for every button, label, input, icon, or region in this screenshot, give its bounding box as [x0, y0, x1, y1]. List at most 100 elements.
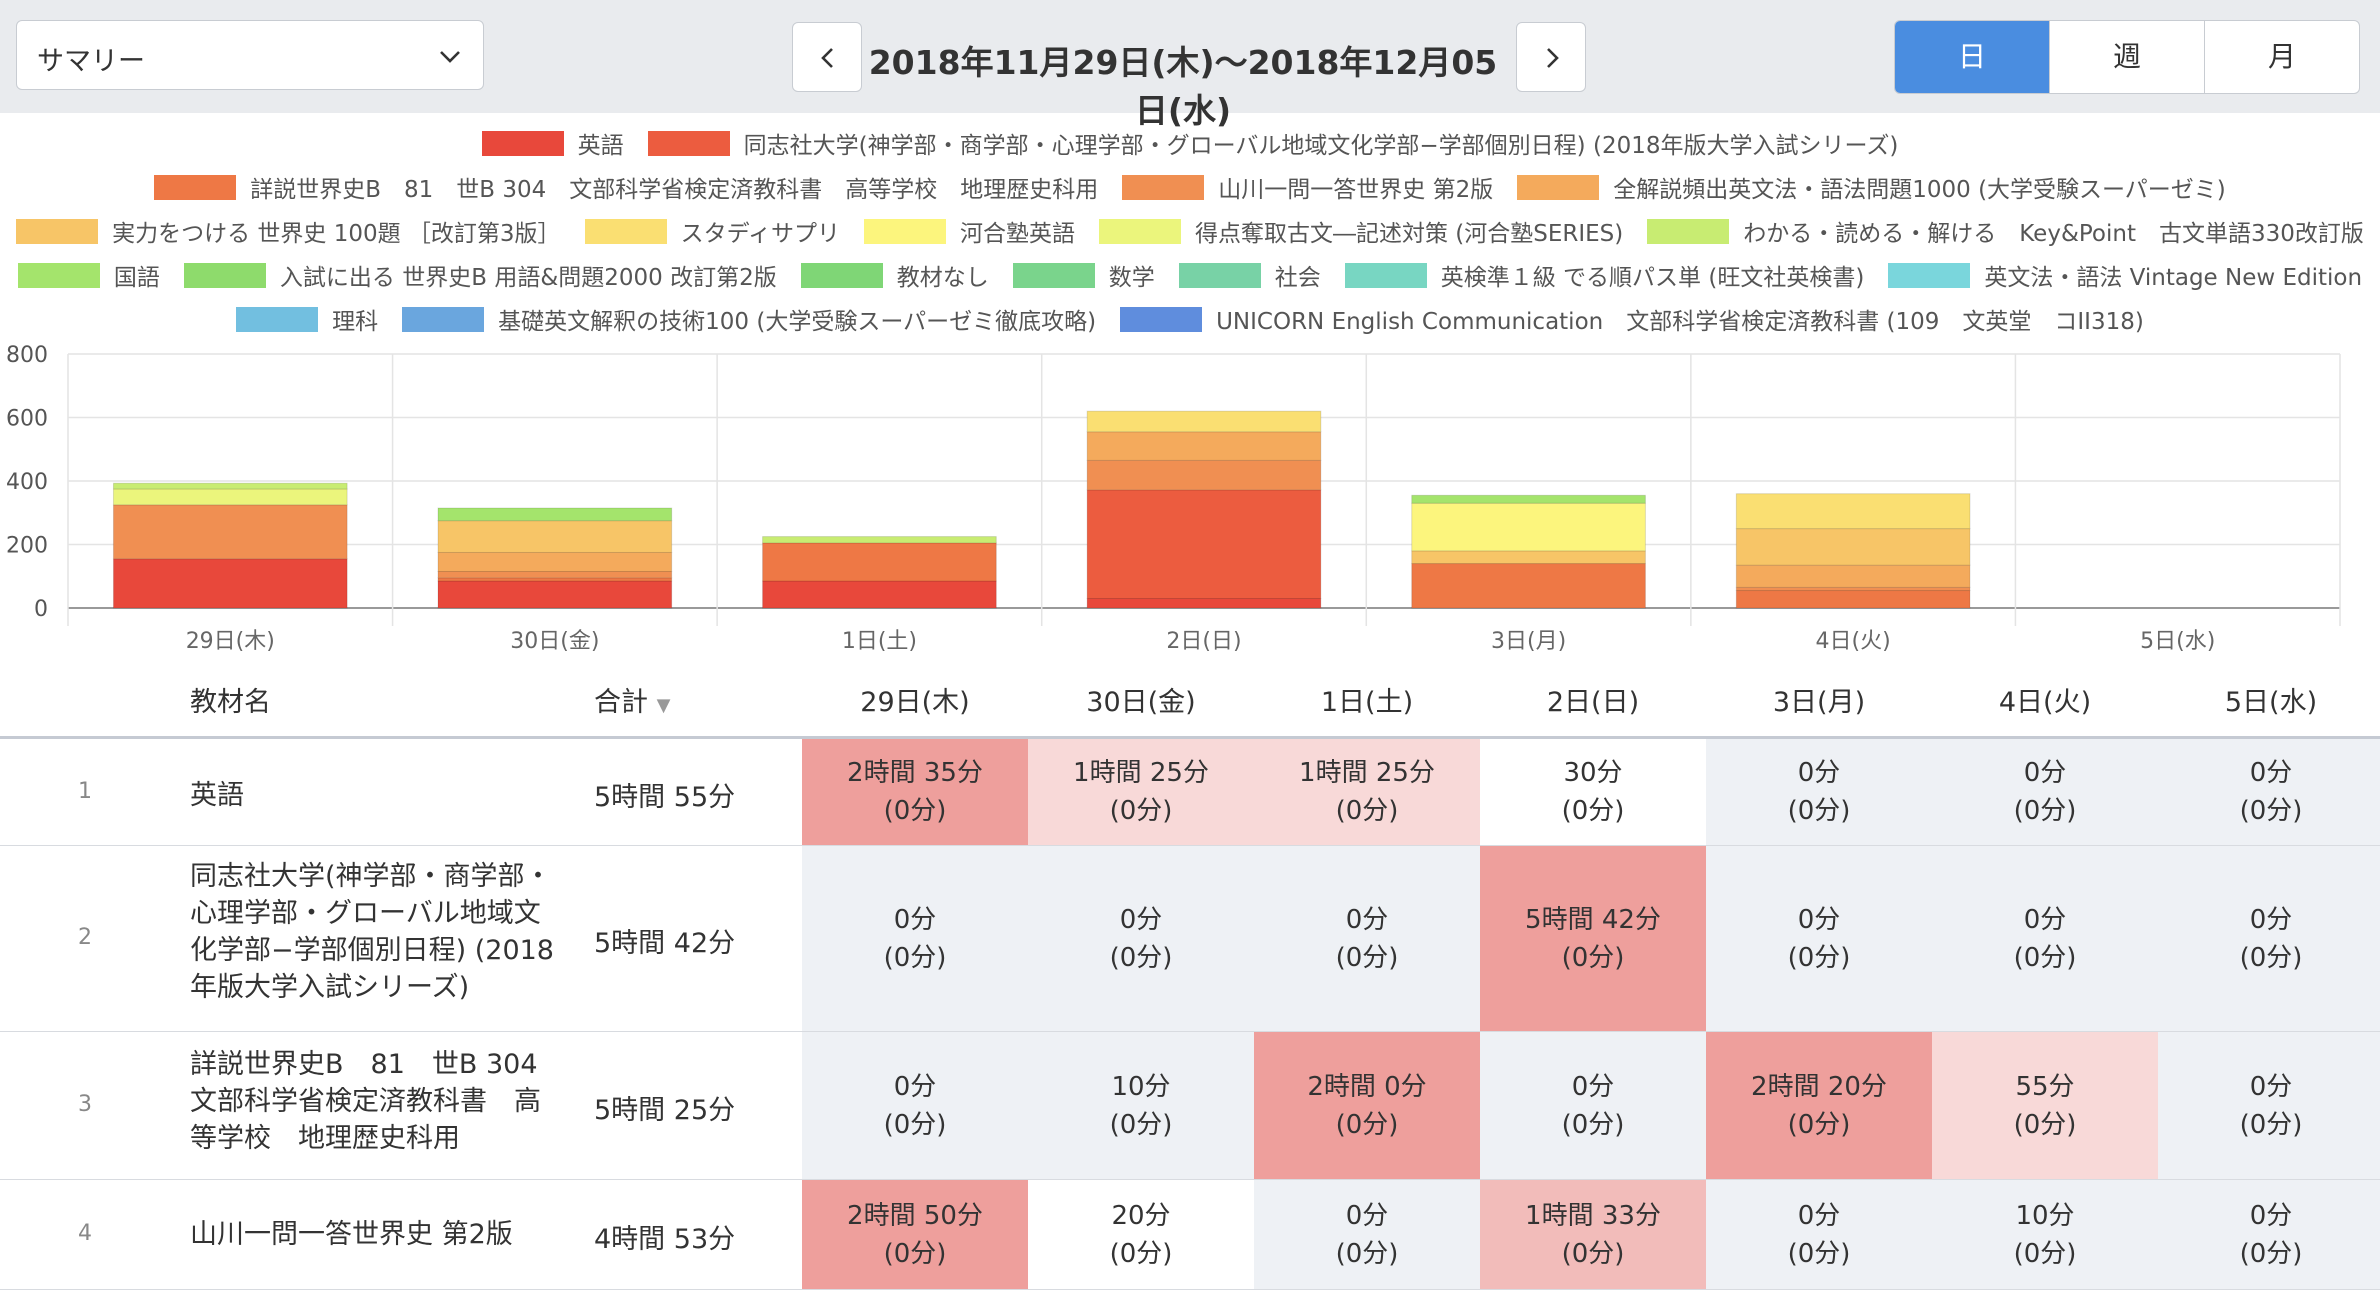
bar-segment: [762, 536, 997, 544]
bar-segment: [1411, 563, 1646, 609]
row-total: 4時間 53分: [594, 1224, 736, 1255]
legend-item[interactable]: 得点奪取古文―記述対策 (河合塾SERIES): [1098, 214, 1623, 248]
header-day[interactable]: 30日(金): [1086, 687, 1196, 718]
view-select-value: サマリー: [37, 46, 145, 77]
chevron-right-icon: [1547, 48, 1559, 68]
next-week-button[interactable]: [1516, 22, 1586, 92]
bar-segment: [1735, 528, 1971, 566]
legend-item[interactable]: 国語: [17, 258, 160, 292]
legend-item[interactable]: 山川一問一答世界史 第2版: [1122, 170, 1493, 204]
cell-sub-time: (0分): [1787, 942, 1851, 973]
bar-segment: [112, 482, 348, 490]
x-tick-label: 30日(金): [510, 629, 599, 654]
header-day[interactable]: 5日(水): [2224, 687, 2318, 718]
legend-row: 国語 入試に出る 世界史B 用語&問題2000 改訂第2版 教材なし 数学 社会 英検準１…: [0, 258, 2380, 292]
header-name[interactable]: 教材名: [190, 687, 271, 718]
legend-item[interactable]: 河合塾英語: [863, 214, 1075, 248]
cell-sub-time: (0分): [1335, 1238, 1399, 1269]
legend-swatch: [800, 262, 883, 288]
bar-segment: [1086, 431, 1322, 461]
table-row[interactable]: 4 山川一問一答世界史 第2版 4時間 53分 2時間 50分 (0分) 20分 (0分) 0…: [0, 1180, 2380, 1290]
legend-label: 詳説世界史B 81 世B 304 文部科学省検定済教科書 高等学校 地理歴史科用: [250, 177, 1099, 203]
header-total[interactable]: 合計 ▼: [594, 680, 670, 719]
period-month-button[interactable]: 月: [2204, 21, 2359, 93]
cell-time: 1時間 25分: [1299, 758, 1435, 788]
legend-item[interactable]: 入試に出る 世界史B 用語&問題2000 改訂第2版: [183, 258, 777, 292]
header-divider: [0, 736, 2380, 739]
legend-item[interactable]: 英検準１級 でる順パス単 (旺文社英検書): [1344, 258, 1864, 292]
view-select[interactable]: サマリー: [16, 20, 484, 90]
day-cell: 0分 (0分): [1706, 1180, 1932, 1289]
legend-swatch: [1178, 262, 1261, 288]
row-rank: 3: [78, 1092, 92, 1117]
row-material-name: 英語: [190, 780, 244, 811]
bar-segment: [437, 507, 673, 522]
legend-swatch: [17, 262, 100, 288]
legend-item[interactable]: 基礎英文解釈の技術100 (大学受験スーパーゼミ徹底攻略): [402, 302, 1096, 336]
legend-item[interactable]: スタディサプリ: [584, 214, 840, 248]
cell-sub-time: (0分): [1561, 1109, 1625, 1140]
table-row[interactable]: 1 英語 5時間 55分 2時間 35分 (0分) 1時間 25分 (0分) 1時間 25分 (…: [0, 739, 2380, 846]
legend-label: 同志社大学(神学部・商学部・心理学部・グローバル地域文化学部−学部個別日程) (…: [743, 133, 1899, 159]
legend-item[interactable]: 全解説頻出英文法・語法問題1000 (大学受験スーパーゼミ): [1517, 170, 2226, 204]
table-row[interactable]: 2 同志社大学(神学部・商学部・心理学部・グローバル地域文化学部−学部個別日程) …: [0, 846, 2380, 1032]
legend-item[interactable]: わかる・読める・解ける Key&Point 古文単語330改訂版: [1647, 214, 2364, 248]
period-week-button[interactable]: 週: [2049, 21, 2204, 93]
cell-sub-time: (0分): [1109, 796, 1173, 826]
cell-sub-time: (0分): [1787, 1238, 1851, 1269]
toolbar: サマリー 2018年11月29日(木)〜2018年12月05日(水) 日 週 月: [0, 0, 2380, 130]
cell-sub-time: (0分): [1787, 796, 1851, 826]
legend-label: 社会: [1274, 265, 1321, 291]
x-tick-label: 4日(火): [1816, 629, 1891, 654]
cell-time: 55分: [2015, 1071, 2075, 1102]
legend-item[interactable]: 教材なし: [800, 258, 989, 292]
legend-label: 入試に出る 世界史B 用語&問題2000 改訂第2版: [279, 265, 777, 291]
cell-time: 20分: [1111, 1200, 1171, 1231]
legend-item[interactable]: 英文法・語法 Vintage New Edition: [1888, 258, 2362, 292]
day-cell: 20分 (0分): [1028, 1180, 1254, 1289]
legend-swatch: [647, 130, 730, 156]
cell-time: 0分: [2249, 1071, 2293, 1102]
cell-time: 2時間 20分: [1751, 1071, 1887, 1102]
legend-swatch: [1098, 218, 1181, 244]
legend-item[interactable]: 詳説世界史B 81 世B 304 文部科学省検定済教科書 高等学校 地理歴史科用: [154, 170, 1098, 204]
header-day[interactable]: 29日(木): [860, 687, 970, 718]
header-day[interactable]: 4日(火): [1998, 687, 2092, 718]
legend-item[interactable]: 理科: [236, 302, 378, 336]
bar-segment: [1086, 489, 1322, 599]
day-cell: 0分 (0分): [1028, 846, 1254, 1031]
legend-item[interactable]: 同志社大学(神学部・商学部・心理学部・グローバル地域文化学部−学部個別日程) (…: [647, 126, 1899, 160]
cell-time: 0分: [2249, 1200, 2293, 1231]
bar-segment: [1735, 564, 1971, 588]
legend-item[interactable]: UNICORN English Communication 文部科学省検定済教科…: [1120, 302, 2144, 336]
bar-segment: [437, 570, 673, 579]
row-rank: 1: [78, 778, 92, 804]
cell-time: 2時間 35分: [847, 758, 983, 788]
header-day[interactable]: 2日(日): [1546, 687, 1640, 718]
cell-time: 0分: [1345, 904, 1389, 935]
bar-segment: [437, 520, 673, 553]
legend-item[interactable]: 数学: [1012, 258, 1155, 292]
cell-sub-time: (0分): [2239, 942, 2303, 973]
header-day[interactable]: 1日(土): [1320, 687, 1414, 718]
cell-time: 0分: [893, 1071, 937, 1102]
table-row[interactable]: 3 詳説世界史B 81 世B 304 文部科学省検定済教科書 高等学校 地理歴史科…: [0, 1032, 2380, 1180]
cell-time: 5時間 42分: [1525, 904, 1661, 935]
x-tick-label: 3日(月): [1491, 629, 1566, 654]
cell-sub-time: (0分): [2013, 1109, 2077, 1140]
cell-sub-time: (0分): [1561, 1238, 1625, 1269]
legend-item[interactable]: 社会: [1178, 258, 1321, 292]
legend-item[interactable]: 実力をつける 世界史 100題 ［改訂第3版］: [16, 214, 561, 248]
period-day-button[interactable]: 日: [1895, 21, 2049, 93]
legend-row: 英語 同志社大学(神学部・商学部・心理学部・グローバル地域文化学部−学部個別日程)…: [0, 126, 2380, 160]
day-cell: 0分 (0分): [1254, 1180, 1480, 1289]
chevron-left-icon: [821, 48, 833, 68]
x-tick-label: 1日(土): [842, 629, 917, 654]
prev-week-button[interactable]: [792, 22, 862, 92]
bar-segment: [1086, 410, 1322, 433]
legend-swatch: [1120, 306, 1203, 332]
date-range-label: 2018年11月29日(木)〜2018年12月05日(水): [868, 43, 1498, 130]
x-tick-label: 2日(日): [1166, 629, 1241, 654]
legend-item[interactable]: 英語: [481, 126, 624, 160]
header-day[interactable]: 3日(月): [1772, 687, 1866, 718]
